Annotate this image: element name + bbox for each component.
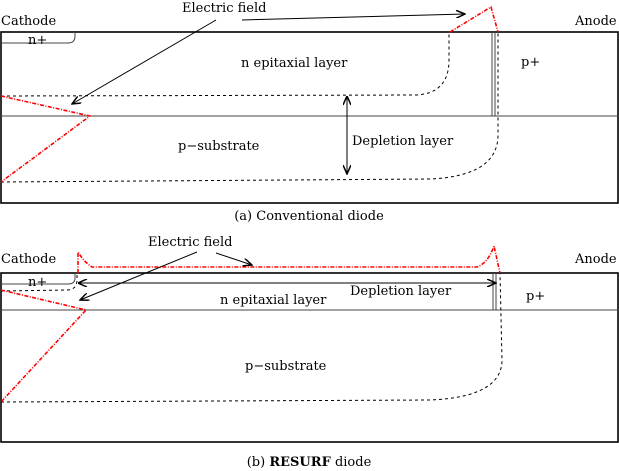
caption-bold: RESURF bbox=[269, 455, 331, 470]
caption-suffix: diode bbox=[331, 455, 372, 470]
device-outline bbox=[0, 272, 619, 443]
n-plus-region bbox=[1, 273, 76, 285]
panel-conventional-diode: Electric field Cathode Anode n+ n epitax… bbox=[0, 1, 619, 224]
anode-label: Anode bbox=[574, 252, 617, 267]
electric-field-arrow-left bbox=[80, 251, 198, 300]
depletion-boundary-upper bbox=[0, 32, 450, 97]
p-plus-boundary bbox=[492, 273, 497, 310]
n-epi-label: n epitaxial layer bbox=[220, 293, 327, 308]
cathode-label: Cathode bbox=[1, 14, 56, 29]
electric-field-profile-left bbox=[0, 289, 88, 403]
electric-field-arrow-right bbox=[241, 14, 465, 21]
caption-a: (a) Conventional diode bbox=[234, 209, 384, 224]
depletion-layer-label: Depletion layer bbox=[352, 134, 454, 149]
electric-field-label: Electric field bbox=[148, 235, 232, 250]
depletion-boundary-lower bbox=[0, 272, 503, 403]
caption-prefix: (b) bbox=[247, 455, 270, 470]
n-plus-label: n+ bbox=[28, 33, 47, 48]
n-epi-label: n epitaxial layer bbox=[241, 56, 348, 71]
depletion-layer-label: Depletion layer bbox=[350, 284, 452, 299]
panel-resurf-diode: Electric field Cathode Anode n+ n epitax… bbox=[0, 235, 619, 470]
caption-b: (b) RESURF diode bbox=[247, 455, 372, 470]
p-substrate-label: p−substrate bbox=[245, 359, 327, 374]
p-plus-boundary bbox=[491, 32, 496, 116]
electric-field-profile-surface bbox=[77, 243, 501, 274]
anode-label: Anode bbox=[574, 14, 617, 29]
n-plus-label: n+ bbox=[28, 275, 47, 290]
electric-field-profile-right bbox=[449, 5, 499, 33]
cathode-label: Cathode bbox=[1, 252, 56, 267]
p-substrate-label: p−substrate bbox=[178, 139, 260, 154]
electric-field-arrow-left bbox=[72, 19, 217, 104]
device-outline bbox=[0, 31, 619, 204]
electric-field-label: Electric field bbox=[182, 1, 266, 16]
depletion-boundary-upper bbox=[0, 273, 78, 292]
p-plus-label: p+ bbox=[526, 289, 545, 304]
n-plus-region bbox=[1, 32, 76, 44]
depletion-boundary-lower bbox=[0, 32, 499, 183]
p-plus-label: p+ bbox=[521, 55, 540, 70]
electric-field-profile-left bbox=[0, 95, 92, 183]
electric-field-arrow-right bbox=[215, 252, 252, 265]
